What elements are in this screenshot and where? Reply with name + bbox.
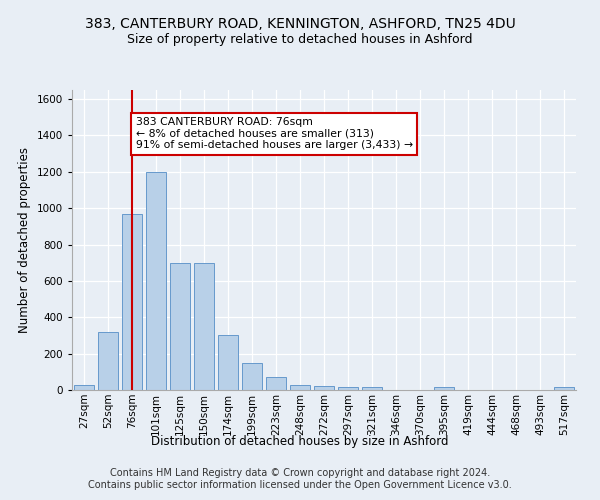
Text: Distribution of detached houses by size in Ashford: Distribution of detached houses by size … (151, 435, 449, 448)
Bar (242, 362, 262, 390)
Bar (434, 388, 454, 390)
Bar (314, 386, 334, 390)
Bar (170, 262, 190, 390)
Bar (146, 172, 166, 390)
Bar (74, 384, 94, 390)
Bar (98, 332, 118, 390)
Bar (290, 384, 310, 390)
Bar (122, 214, 142, 390)
Bar (338, 388, 358, 390)
Text: Size of property relative to detached houses in Ashford: Size of property relative to detached ho… (127, 32, 473, 46)
Text: 383 CANTERBURY ROAD: 76sqm
← 8% of detached houses are smaller (313)
91% of semi: 383 CANTERBURY ROAD: 76sqm ← 8% of detac… (136, 118, 413, 150)
Bar (266, 378, 286, 390)
Bar (554, 388, 574, 390)
Bar (362, 388, 382, 390)
Bar (218, 334, 238, 390)
Text: Contains HM Land Registry data © Crown copyright and database right 2024.
Contai: Contains HM Land Registry data © Crown c… (88, 468, 512, 490)
Y-axis label: Number of detached properties: Number of detached properties (18, 147, 31, 333)
Text: 383, CANTERBURY ROAD, KENNINGTON, ASHFORD, TN25 4DU: 383, CANTERBURY ROAD, KENNINGTON, ASHFOR… (85, 18, 515, 32)
Bar (194, 262, 214, 390)
